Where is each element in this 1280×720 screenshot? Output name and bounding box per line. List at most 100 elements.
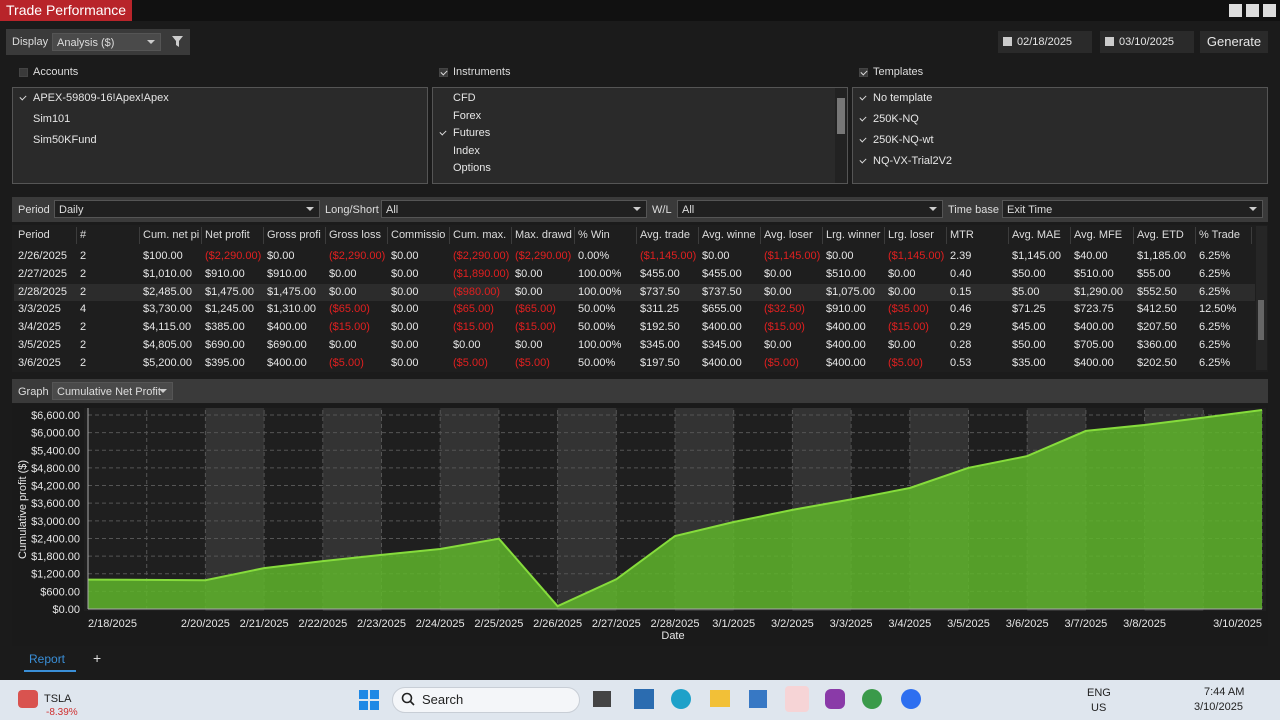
end-date-box[interactable] [1100, 31, 1194, 53]
report-tab[interactable]: Report [29, 652, 66, 666]
table-cell: $0.00 [515, 339, 543, 351]
panel-checkbox[interactable] [19, 68, 28, 77]
display-select[interactable]: Analysis ($) [52, 33, 161, 51]
start-date[interactable]: 02/18/2025 [1017, 36, 1073, 48]
filter-label: Period [18, 204, 50, 216]
app-icon[interactable] [862, 689, 882, 709]
column-header[interactable]: % Win [578, 227, 637, 244]
restore-button[interactable] [1246, 4, 1259, 17]
app-icon[interactable] [593, 691, 611, 707]
column-header[interactable]: Avg. MFE [1074, 227, 1134, 244]
x-tick-label: 3/8/2025 [1123, 618, 1166, 630]
table-cell: ($5.00) [515, 356, 550, 369]
table-cell: 6.25% [1199, 285, 1231, 298]
table-cell: $737.50 [702, 285, 742, 298]
region[interactable]: US [1091, 702, 1107, 714]
table-cell: $400.00 [702, 321, 742, 334]
column-header[interactable]: Cum. net pi [143, 227, 202, 244]
start-date-box[interactable] [998, 31, 1092, 53]
panel-checkbox[interactable] [859, 68, 868, 77]
scroll-thumb[interactable] [1258, 300, 1264, 340]
start-button[interactable] [359, 690, 379, 710]
app-icon[interactable] [671, 689, 691, 709]
app-icon[interactable] [901, 689, 921, 709]
list-item[interactable]: CFD [453, 92, 476, 104]
close-button[interactable] [1263, 4, 1276, 17]
list-item[interactable]: Index [453, 144, 480, 157]
clock-date[interactable]: 3/10/2025 [1194, 701, 1243, 713]
filter-select[interactable]: All [381, 200, 647, 218]
column-header[interactable]: % Trade [1199, 227, 1252, 244]
app-icon[interactable] [749, 690, 767, 708]
x-tick-label: 3/5/2025 [947, 618, 990, 630]
graph-bar [12, 379, 1268, 403]
column-header[interactable]: Cum. max. [453, 227, 512, 244]
minimize-button[interactable] [1229, 4, 1242, 17]
language[interactable]: ENG [1087, 687, 1111, 699]
app-icon[interactable] [825, 689, 845, 709]
table-cell: ($5.00) [329, 356, 364, 369]
table-cell: $0.00 [764, 267, 792, 280]
end-date[interactable]: 03/10/2025 [1119, 36, 1175, 48]
column-header[interactable]: Max. drawd [515, 227, 575, 244]
filter-select[interactable]: Daily [54, 200, 320, 218]
search-box[interactable] [392, 687, 580, 713]
table-cell: $690.00 [205, 339, 245, 351]
column-header[interactable]: # [80, 227, 140, 244]
column-header[interactable]: Avg. trade [640, 227, 699, 244]
tab-strip [0, 648, 1280, 678]
list-item[interactable]: Sim50KFund [33, 134, 97, 146]
list-item[interactable]: NQ-VX-Trial2V2 [873, 155, 953, 167]
filter-icon[interactable] [171, 35, 184, 48]
list-item[interactable]: 250K-NQ-wt [873, 134, 934, 146]
scroll-thumb[interactable] [837, 98, 845, 134]
table-cell: $737.50 [640, 285, 680, 298]
list-item[interactable]: 250K-NQ [873, 113, 919, 125]
list-item[interactable]: Sim101 [33, 113, 71, 125]
table-scrollbar[interactable] [1256, 226, 1267, 370]
table-cell: $3,730.00 [143, 303, 192, 316]
column-header[interactable]: Lrg. loser [888, 227, 947, 244]
column-header[interactable]: MTR [950, 227, 1009, 244]
app-icon[interactable] [634, 689, 654, 709]
add-tab[interactable]: + [93, 650, 102, 666]
item-check [19, 94, 28, 103]
column-header[interactable]: Period [18, 227, 77, 244]
search-text[interactable]: Search [422, 692, 464, 707]
column-header[interactable]: Gross profi [267, 227, 326, 244]
table-cell: 0.15 [950, 285, 972, 298]
filter-select[interactable]: Exit Time [1002, 200, 1263, 218]
app-icon[interactable] [710, 690, 730, 707]
generate-button[interactable]: Generate [1200, 31, 1268, 53]
list-item[interactable]: Options [453, 162, 491, 174]
app-icon[interactable] [785, 686, 809, 712]
table-cell: $45.00 [1012, 321, 1046, 334]
table-cell: $0.00 [267, 250, 295, 262]
list-item[interactable]: No template [873, 92, 933, 104]
column-header[interactable]: Avg. winne [702, 227, 761, 244]
list-item[interactable]: Futures [453, 127, 491, 139]
panel-label: Instruments [453, 66, 511, 78]
column-header[interactable]: Lrg. winner [826, 227, 885, 244]
column-header[interactable]: Avg. loser [764, 227, 823, 244]
x-tick-label: 2/20/2025 [181, 618, 230, 630]
table-cell: 50.00% [578, 356, 616, 369]
stock-icon [18, 690, 38, 708]
column-header[interactable]: Commissio [391, 227, 450, 244]
filter-label: Time base [948, 204, 999, 216]
panel-checkbox[interactable] [439, 68, 448, 77]
ticker[interactable]: TSLA [44, 693, 72, 705]
column-header[interactable]: Avg. MAE [1012, 227, 1071, 244]
column-header[interactable]: Gross loss [329, 227, 388, 244]
column-header[interactable]: Net profit [205, 227, 264, 244]
table-cell: $0.00 [391, 321, 419, 334]
filter-select[interactable]: All [677, 200, 943, 218]
table-cell: $400.00 [267, 321, 307, 334]
clock-time[interactable]: 7:44 AM [1204, 686, 1245, 698]
x-tick-label: 2/23/2025 [357, 618, 406, 630]
graph-select[interactable]: Cumulative Net Profit [52, 382, 173, 400]
list-item[interactable]: APEX-59809-16!Apex!Apex [33, 92, 169, 104]
column-header[interactable]: Avg. ETD [1137, 227, 1196, 244]
list-item[interactable]: Forex [453, 109, 482, 122]
table-cell: $4,115.00 [143, 321, 192, 334]
